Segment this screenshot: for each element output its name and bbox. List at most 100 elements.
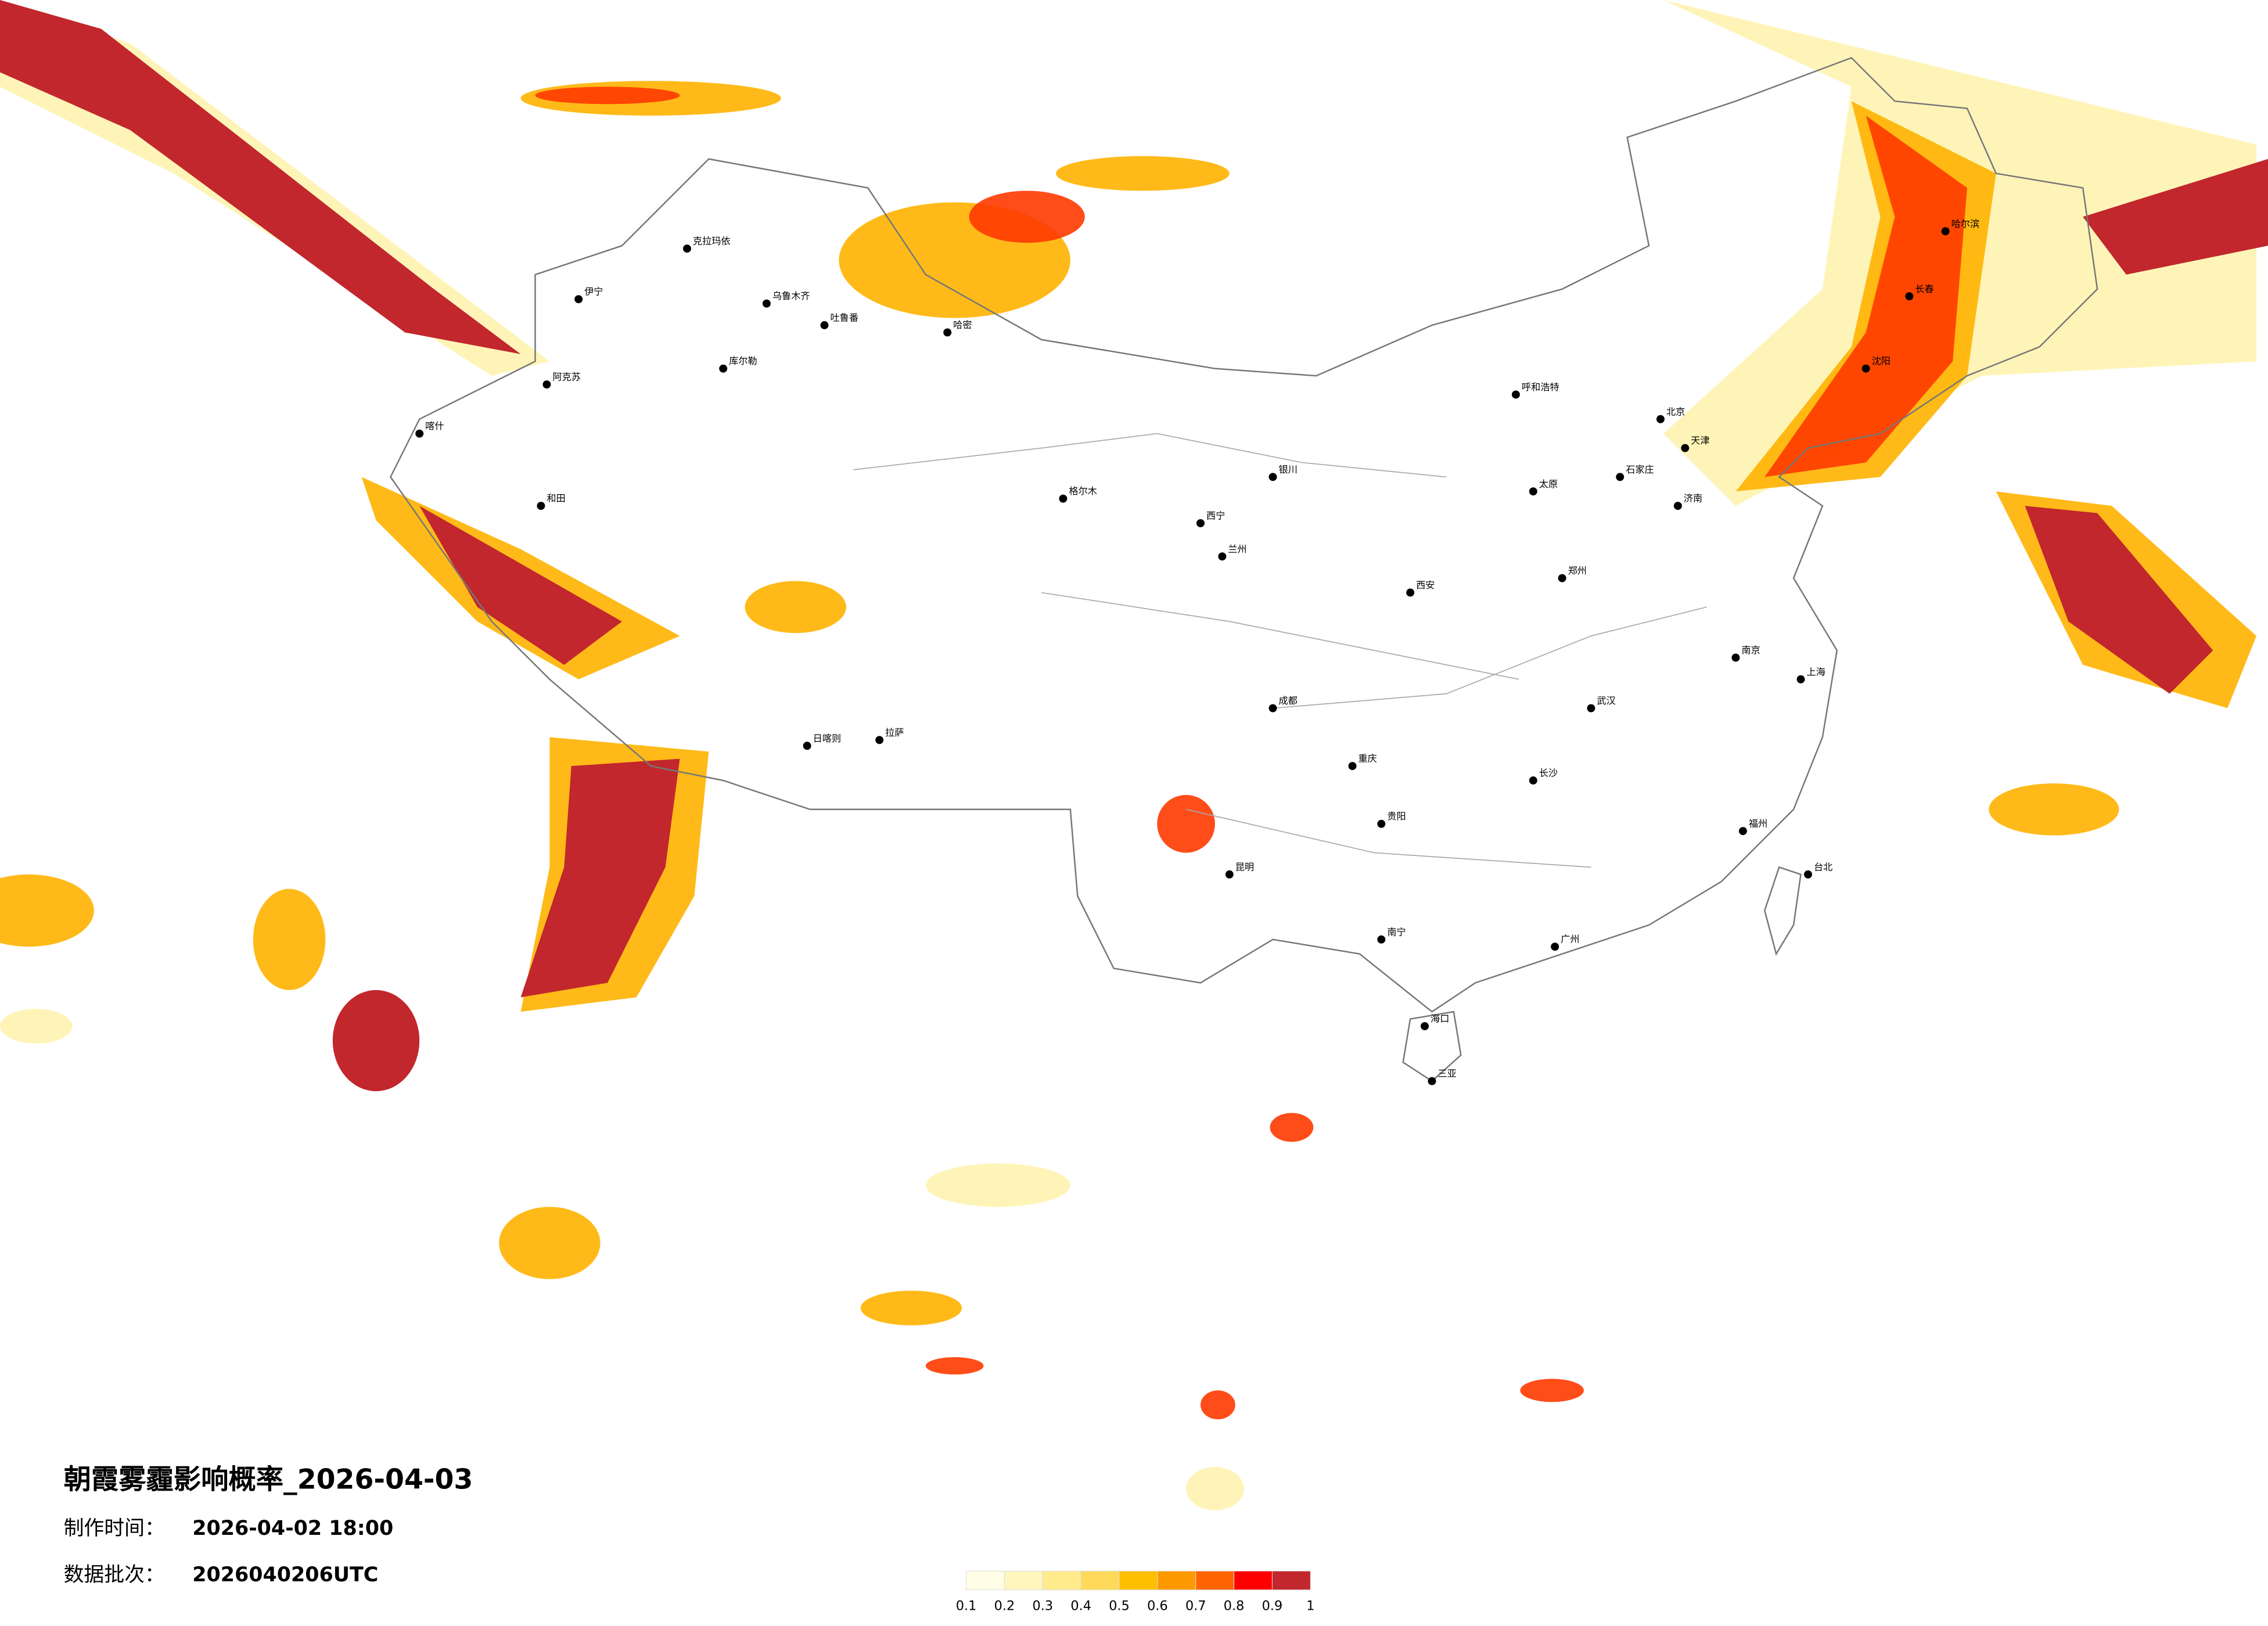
city-label: 克拉玛依	[693, 236, 731, 247]
legend-tick-label: 0.2	[994, 1599, 1015, 1614]
probability-area	[332, 990, 420, 1092]
city-label: 重庆	[1358, 753, 1377, 764]
city-dot	[943, 328, 952, 337]
legend-swatch	[1157, 1570, 1196, 1591]
city-label: 石家庄	[1626, 464, 1654, 475]
city-dot	[1428, 1077, 1436, 1085]
city-dot	[1796, 675, 1805, 684]
city-dot	[1268, 704, 1277, 713]
probability-layer	[0, 0, 2268, 1510]
legend: 0.1 0.2 0.3 0.4 0.5 0.6 0.7 0.8 0.9 1	[956, 1570, 1314, 1614]
city-dot	[1681, 444, 1690, 452]
province-border	[853, 433, 1707, 868]
city-label: 阿克苏	[552, 372, 581, 383]
city-label: 哈密	[953, 319, 972, 330]
data-batch-label: 数据批次：	[64, 1563, 165, 1587]
city-dot	[1731, 653, 1740, 662]
city-label: 兰州	[1228, 544, 1246, 555]
city-dot	[1905, 292, 1914, 301]
city-dot	[1941, 227, 1950, 236]
city-dot	[1377, 819, 1386, 828]
legend-swatch	[1195, 1570, 1235, 1591]
city-dot	[1587, 704, 1595, 713]
probability-area	[1201, 1390, 1235, 1420]
probability-area	[925, 1357, 984, 1375]
city-dot	[803, 742, 811, 750]
city-label: 哈尔滨	[1951, 218, 1980, 229]
city-label: 和田	[547, 493, 565, 504]
city-label: 南宁	[1387, 926, 1406, 937]
probability-area	[0, 1009, 73, 1044]
city-label: 昆明	[1235, 861, 1254, 872]
legend-swatch	[1119, 1570, 1158, 1591]
production-time-label: 制作时间：	[64, 1517, 165, 1540]
city-label: 日喀则	[813, 733, 842, 744]
city-dot	[542, 380, 551, 389]
city-dot	[1225, 870, 1234, 879]
probability-area	[1520, 1379, 1584, 1402]
city-label: 济南	[1684, 493, 1702, 504]
data-batch: 2026040206UTC	[192, 1563, 378, 1587]
city-dot	[415, 429, 424, 438]
city-dot	[1421, 1022, 1429, 1031]
city-label: 贵阳	[1387, 811, 1406, 822]
legend-tick-label: 0.3	[1033, 1599, 1054, 1614]
probability-area	[1186, 1467, 1244, 1510]
legend-swatch	[1080, 1570, 1120, 1591]
city-dot	[1616, 473, 1624, 481]
city-dot	[1512, 390, 1520, 399]
city-label: 长春	[1915, 283, 1933, 294]
city-dot	[1377, 935, 1386, 944]
city-label: 太原	[1539, 479, 1558, 490]
city-dot	[762, 299, 771, 308]
probability-area	[925, 1163, 1070, 1207]
city-dot	[682, 244, 691, 253]
city-label: 长沙	[1539, 768, 1558, 779]
city-dot	[537, 502, 545, 510]
probability-area	[1157, 794, 1215, 853]
legend-swatch	[1234, 1570, 1273, 1591]
city-label: 成都	[1279, 695, 1297, 706]
city-label: 伊宁	[584, 286, 603, 297]
legend-tick-label: 0.5	[1109, 1599, 1130, 1614]
legend-tick-label: 1	[1306, 1599, 1314, 1614]
city-label: 喀什	[425, 420, 444, 431]
city-label: 拉萨	[885, 727, 904, 738]
city-dot	[719, 364, 728, 373]
probability-area	[0, 874, 94, 947]
legend-swatch	[966, 1570, 1005, 1591]
probability-area	[0, 0, 521, 354]
city-dot	[1738, 827, 1747, 836]
city-label: 郑州	[1568, 565, 1587, 576]
city-dot	[875, 736, 884, 744]
legend-swatch	[1271, 1570, 1311, 1591]
city-label: 福州	[1749, 818, 1767, 829]
city-label: 台北	[1814, 861, 1832, 872]
legend-swatch	[1042, 1570, 1081, 1591]
probability-area	[1764, 116, 1967, 477]
city-dot	[1529, 776, 1537, 785]
legend-tick-label: 0.6	[1147, 1599, 1168, 1614]
probability-area	[1056, 156, 1230, 191]
city-dot	[1551, 942, 1559, 951]
probability-area	[253, 888, 326, 990]
city-label: 西安	[1416, 580, 1435, 591]
city-dot	[1196, 519, 1205, 527]
city-label: 武汉	[1597, 695, 1615, 706]
probability-area	[745, 581, 846, 634]
city-dot	[1406, 588, 1415, 597]
city-dot	[1558, 574, 1566, 582]
legend-tick-label: 0.9	[1262, 1599, 1283, 1614]
city-label: 天津	[1691, 435, 1709, 446]
city-dot	[1529, 487, 1537, 496]
city-label: 三亚	[1437, 1068, 1456, 1079]
probability-area	[2083, 159, 2268, 275]
probability-area	[419, 506, 622, 665]
probability-area	[969, 190, 1085, 243]
legend-tick-label: 0.7	[1185, 1599, 1206, 1614]
city-label: 沈阳	[1872, 355, 1890, 366]
probability-area	[1989, 783, 2119, 836]
legend-tick-label: 0.4	[1070, 1599, 1091, 1614]
